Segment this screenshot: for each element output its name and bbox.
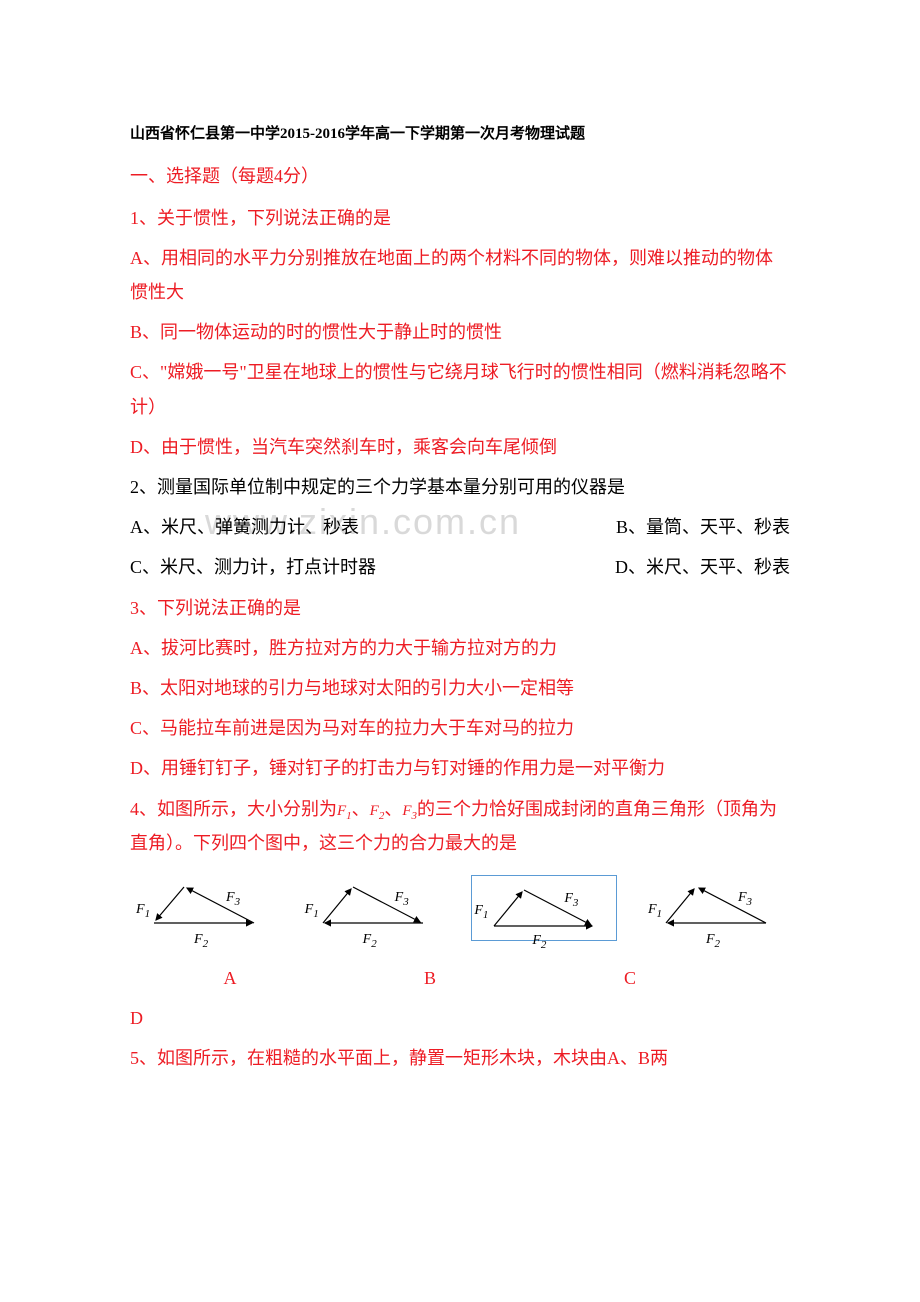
q4-sep2: 、	[384, 799, 402, 819]
q3-stem: 3、下列说法正确的是	[130, 591, 790, 625]
q1-stem: 1、关于惯性，下列说法正确的是	[130, 201, 790, 235]
triangle-d-f2: F2	[706, 927, 720, 955]
triangle-c-f1: F1	[474, 898, 488, 926]
q1-option-B: B、同一物体运动的时的惯性大于静止时的惯性	[130, 315, 790, 349]
q3-option-C: C、马能拉车前进是因为马对车的拉力大于车对马的拉力	[130, 711, 790, 745]
q4-stem-p1: 4、如图所示，大小分别为	[130, 799, 337, 819]
q2-option-B: B、量筒、天平、秒表	[616, 510, 790, 544]
q4-sep1: 、	[352, 799, 370, 819]
q4-f1: F1	[337, 803, 352, 819]
triangle-b-f2: F2	[363, 927, 377, 955]
triangle-b: F1 F2 F3	[303, 875, 443, 941]
q2-option-A: A、米尺、弹簧测力计、秒表	[130, 510, 616, 544]
q4-f2: F2	[370, 803, 385, 819]
q2-stem: 2、测量国际单位制中规定的三个力学基本量分别可用的仪器是	[130, 470, 790, 504]
q4-label-B: B	[330, 961, 530, 995]
triangle-a-f2: F2	[194, 927, 208, 955]
triangle-b-svg	[303, 875, 443, 935]
triangle-a-f1: F1	[136, 897, 150, 925]
q4-triangle-diagrams: F1 F2 F3 F1 F2 F3	[130, 875, 790, 941]
q2-row1: A、米尺、弹簧测力计、秒表 B、量筒、天平、秒表	[130, 510, 790, 544]
triangle-a-f3: F3	[226, 885, 240, 913]
triangle-d-f1: F1	[648, 897, 662, 925]
q1-option-A: A、用相同的水平力分别推放在地面上的两个材料不同的物体，则难以推动的物体惯性大	[130, 241, 790, 309]
q1-option-D: D、由于惯性，当汽车突然刹车时，乘客会向车尾倾倒	[130, 430, 790, 464]
q4-stem: 4、如图所示，大小分别为F1、F2、F3的三个力恰好围成封闭的直角三角形（顶角为…	[130, 792, 790, 861]
exam-title: 山西省怀仁县第一中学2015-2016学年高一下学期第一次月考物理试题	[130, 120, 790, 149]
q4-f3: F3	[402, 803, 417, 819]
q5-stem: 5、如图所示，在粗糙的水平面上，静置一矩形木块，木块由A、B两	[130, 1041, 790, 1075]
q2-option-D: D、米尺、天平、秒表	[615, 550, 790, 584]
q1-option-C: C、"嫦娥一号"卫星在地球上的惯性与它绕月球飞行时的惯性相同（燃料消耗忽略不计）	[130, 355, 790, 423]
section-heading: 一、选择题（每题4分）	[130, 159, 790, 193]
q2-option-C: C、米尺、测力计，打点计时器	[130, 550, 615, 584]
triangle-c-f2: F2	[532, 928, 546, 956]
triangle-c: F1 F2 F3	[471, 875, 617, 941]
triangle-d-svg	[646, 875, 786, 935]
q2-row2: C、米尺、测力计，打点计时器 D、米尺、天平、秒表	[130, 550, 790, 584]
content: 山西省怀仁县第一中学2015-2016学年高一下学期第一次月考物理试题 一、选择…	[130, 120, 790, 1075]
q4-option-labels: A B C	[130, 961, 790, 995]
triangle-b-f1: F1	[305, 897, 319, 925]
q3-option-D: D、用锤钉钉子，锤对钉子的打击力与钉对锤的作用力是一对平衡力	[130, 751, 790, 785]
triangle-d-f3: F3	[738, 885, 752, 913]
triangle-d: F1 F2 F3	[646, 875, 786, 941]
q4-label-A: A	[130, 961, 330, 995]
q4-label-C: C	[530, 961, 730, 995]
q3-option-B: B、太阳对地球的引力与地球对太阳的引力大小一定相等	[130, 671, 790, 705]
triangle-b-f3: F3	[395, 885, 409, 913]
q3-option-A: A、拔河比赛时，胜方拉对方的力大于输方拉对方的力	[130, 631, 790, 665]
triangle-c-f3: F3	[564, 886, 578, 914]
q4-label-D: D	[130, 1001, 790, 1035]
triangle-a-svg	[134, 875, 274, 935]
triangle-a: F1 F2 F3	[134, 875, 274, 941]
